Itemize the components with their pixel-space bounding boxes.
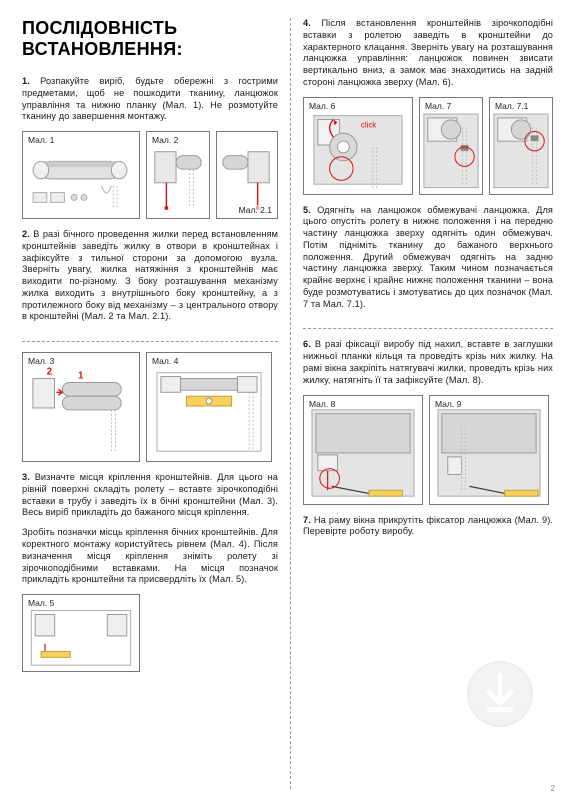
step-3b-body: Зробіть позначки місць кріплення бічних … xyxy=(22,527,278,584)
figure-2: Мал. 2 xyxy=(146,131,210,219)
figure-1-label: Мал. 1 xyxy=(27,135,55,145)
step-4-text: 4. Після встановлення кронштейнів зірочк… xyxy=(303,18,553,89)
figure-6-svg: click xyxy=(304,98,412,194)
figure-3: Мал. 3 2 1 xyxy=(22,352,140,462)
step-2-num: 2. xyxy=(22,229,30,239)
step-2-body: В разі бічного проведення жилки перед вс… xyxy=(22,229,278,321)
step-6-text: 6. В разі фіксації виробу під нахил, вст… xyxy=(303,339,553,386)
click-label: click xyxy=(361,120,376,129)
figure-8-label: Мал. 8 xyxy=(308,399,336,409)
step-3a-body: Визначте місця кріплення кронштейнів. Дл… xyxy=(22,472,278,517)
figure-9-svg xyxy=(430,396,548,504)
left-divider xyxy=(22,341,278,342)
figure-7-1: Мал. 7.1 xyxy=(489,97,553,195)
instruction-page: ПОСЛІДОВНІСТЬ ВСТАНОВЛЕННЯ: 1. Розпакуйт… xyxy=(0,0,565,799)
figure-9-label: Мал. 9 xyxy=(434,399,462,409)
step-1-body: Розпакуйте виріб, будьте обережні з гост… xyxy=(22,76,278,121)
step-4-num: 4. xyxy=(303,18,311,28)
figure-row-1: Мал. 1 Мал. 2 xyxy=(22,131,278,219)
svg-text:1: 1 xyxy=(78,371,84,382)
step-2-text: 2. В разі бічного проведення жилки перед… xyxy=(22,229,278,323)
figure-9: Мал. 9 xyxy=(429,395,549,505)
figure-2-label: Мал. 2 xyxy=(151,135,179,145)
step-6-num: 6. xyxy=(303,339,311,349)
figure-7-svg xyxy=(420,98,482,194)
figure-7-1-svg xyxy=(490,98,552,194)
figure-2-1-label: Мал. 2.1 xyxy=(238,205,273,215)
figure-2-1: Мал. 2.1 xyxy=(216,131,278,219)
figure-3-svg: 2 1 xyxy=(23,353,139,461)
figure-7-1-label: Мал. 7.1 xyxy=(494,101,529,111)
step-6-body: В разі фіксації виробу під нахил, вставт… xyxy=(303,339,553,384)
figure-8: Мал. 8 xyxy=(303,395,423,505)
step-7-body: На раму вікна прикрутіть фіксатор ланцюж… xyxy=(303,515,553,537)
figure-6: Мал. 6 click xyxy=(303,97,413,195)
figure-7-label: Мал. 7 xyxy=(424,101,452,111)
step-1-num: 1. xyxy=(22,76,30,86)
step-5-body: Одягніть на ланцюжок обмежувачі ланцюжка… xyxy=(303,205,553,309)
step-3-text-b: Зробіть позначки місць кріплення бічних … xyxy=(22,527,278,586)
figure-7: Мал. 7 xyxy=(419,97,483,195)
watermark-icon xyxy=(465,659,535,729)
figure-6-label: Мал. 6 xyxy=(308,101,336,111)
figure-4: Мал. 4 xyxy=(146,352,272,462)
figure-4-svg xyxy=(147,353,271,461)
step-7-text: 7. На раму вікна прикрутіть фіксатор лан… xyxy=(303,515,553,539)
step-4-body: Після встановлення кронштейнів зірочкопо… xyxy=(303,18,553,87)
step-3-text-a: 3. Визначте місця кріплення кронштейнів.… xyxy=(22,472,278,519)
step-7-num: 7. xyxy=(303,515,311,525)
figure-8-svg xyxy=(304,396,422,504)
right-divider xyxy=(303,328,553,329)
figure-row-4: Мал. 6 click Мал. 7 xyxy=(303,97,553,195)
figure-row-5: Мал. 8 Мал. 9 xyxy=(303,395,553,505)
figure-row-2: Мал. 3 2 1 Мал. 4 xyxy=(22,352,278,462)
step-5-num: 5. xyxy=(303,205,311,215)
step-3-num: 3. xyxy=(22,472,30,482)
figure-3-label: Мал. 3 xyxy=(27,356,55,366)
left-column: ПОСЛІДОВНІСТЬ ВСТАНОВЛЕННЯ: 1. Розпакуйт… xyxy=(22,18,290,789)
figure-row-3: Мал. 5 xyxy=(22,594,278,672)
page-title: ПОСЛІДОВНІСТЬ ВСТАНОВЛЕННЯ: xyxy=(22,18,278,60)
figure-5-label: Мал. 5 xyxy=(27,598,55,608)
figure-5: Мал. 5 xyxy=(22,594,140,672)
svg-text:2: 2 xyxy=(47,367,53,378)
figure-1: Мал. 1 xyxy=(22,131,140,219)
step-5-text: 5. Одягніть на ланцюжок обмежувачі ланцю… xyxy=(303,205,553,311)
step-1-text: 1. Розпакуйте виріб, будьте обережні з г… xyxy=(22,76,278,123)
page-number: 2 xyxy=(551,784,555,793)
figure-4-label: Мал. 4 xyxy=(151,356,179,366)
